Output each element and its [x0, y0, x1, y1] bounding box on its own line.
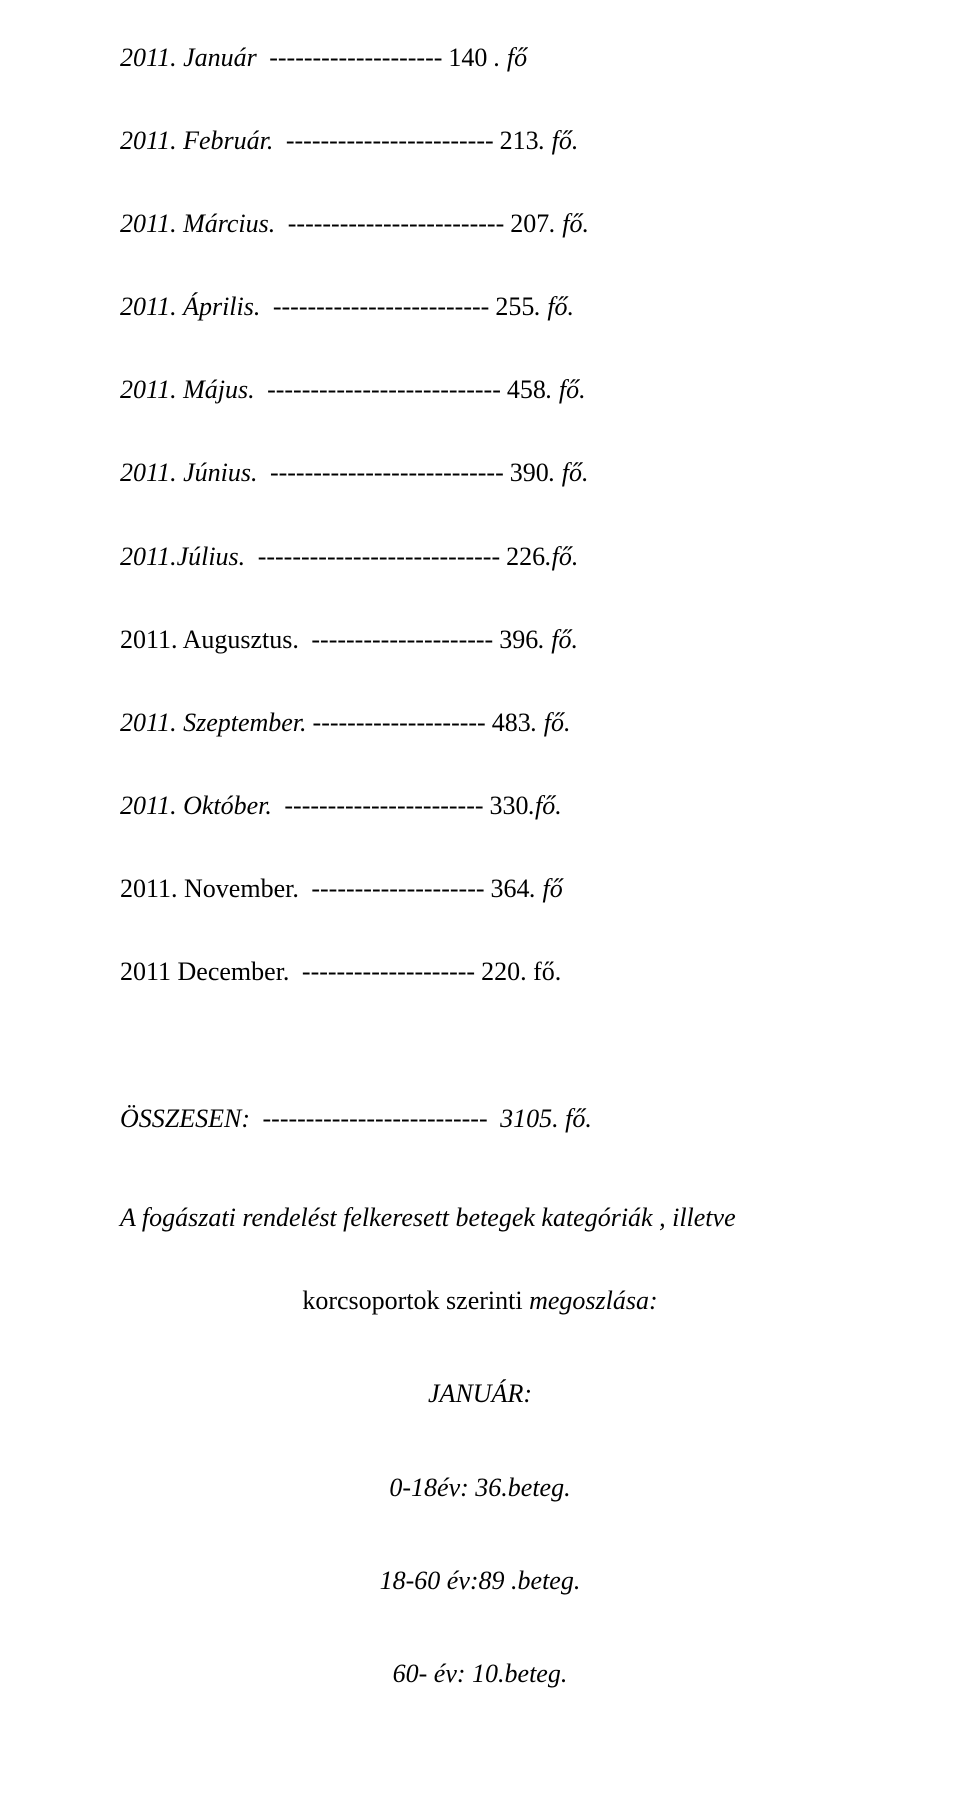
month-suffix: . fő. [539, 126, 579, 155]
dashes: ------------------------- [273, 292, 489, 321]
summary-value: 3105 [500, 1104, 552, 1133]
month-value-wrap: 364. fő [491, 874, 563, 903]
month-value-wrap: 226.fő. [506, 542, 578, 571]
monthly-list: 2011. Január --------------------140 . f… [120, 40, 840, 989]
month-label: 2011. Augusztus. [120, 625, 305, 654]
month-value-wrap: 390. fő. [510, 458, 589, 487]
month-row: 2011. Augusztus. ---------------------39… [120, 622, 840, 657]
month-value-wrap: 458. fő. [507, 375, 586, 404]
month-heading: JANUÁR: [120, 1376, 840, 1411]
month-label: 2011. Május. [120, 375, 261, 404]
summary-dashes: -------------------------- [263, 1104, 488, 1133]
dashes: --------------------------- [270, 458, 504, 487]
month-value: 364 [491, 874, 530, 903]
dashes: -------------------- [302, 957, 475, 986]
month-value: 207 [510, 209, 549, 238]
summary-row: ÖSSZESEN: -------------------------- 310… [120, 1101, 840, 1136]
dashes: -------------------- [313, 708, 486, 737]
month-line: 18-60 év:89 .beteg. [120, 1563, 840, 1598]
month-suffix: . fő [530, 874, 563, 903]
month-value: 140 [448, 43, 487, 72]
summary-suffix: . fő. [552, 1104, 592, 1133]
month-row: 2011. November. --------------------364.… [120, 871, 840, 906]
dashes: -------------------- [311, 874, 484, 903]
month-value: 390 [510, 458, 549, 487]
month-label: 2011. Október. [120, 791, 278, 820]
month-suffix: . fő. [538, 625, 578, 654]
month-label: 2011. Június. [120, 458, 264, 487]
month-suffix: . fő. [549, 458, 589, 487]
month-label: 2011 December. [120, 957, 296, 986]
month-label: 2011. November. [120, 874, 305, 903]
month-row: 2011. Szeptember.--------------------483… [120, 705, 840, 740]
month-line: 60- év: 10.beteg. [120, 1656, 840, 1691]
month-row: 2011. Február. ------------------------2… [120, 123, 840, 158]
month-label: 2011. Szeptember. [120, 708, 307, 737]
month-value: 396 [499, 625, 538, 654]
month-row: 2011.Július. ---------------------------… [120, 539, 840, 574]
paragraph-line-2-prefix: korcsoportok szerinti [302, 1286, 522, 1315]
summary-label: ÖSSZESEN: [120, 1104, 257, 1133]
month-value: 458 [507, 375, 546, 404]
month-suffix: .fő. [545, 542, 578, 571]
month-value: 330 [490, 791, 529, 820]
month-row: 2011 December. --------------------220. … [120, 954, 840, 989]
month-suffix: . fő [487, 43, 527, 72]
month-label: 2011. Január [120, 43, 263, 72]
paragraph: A fogászati rendelést felkeresett betege… [120, 1200, 840, 1318]
month-suffix: . fő. [549, 209, 589, 238]
month-value: 483 [492, 708, 531, 737]
dashes: -------------------- [269, 43, 442, 72]
month-value-wrap: 140 . fő [448, 43, 527, 72]
month-value-wrap: 483. fő. [492, 708, 571, 737]
month-lines: 0-18év: 36.beteg. 18-60 év:89 .beteg. 60- … [120, 1470, 840, 1691]
month-value: 213 [500, 126, 539, 155]
month-value: 220 [481, 957, 520, 986]
month-suffix: . fő. [534, 292, 574, 321]
month-row: 2011. Április. -------------------------… [120, 289, 840, 324]
month-row: 2011. Június. --------------------------… [120, 455, 840, 490]
month-suffix: . fő. [520, 957, 561, 986]
month-line: 0-18év: 36.beteg. [120, 1470, 840, 1505]
month-value-wrap: 255. fő. [495, 292, 574, 321]
month-value: 226 [506, 542, 545, 571]
month-suffix: . fő. [531, 708, 571, 737]
month-value-wrap: 220. fő. [481, 957, 561, 986]
month-label: 2011. Április. [120, 292, 267, 321]
dashes: ----------------------- [284, 791, 483, 820]
month-suffix: . fő. [546, 375, 586, 404]
dashes: ------------------------ [286, 126, 494, 155]
dashes: ------------------------- [288, 209, 504, 238]
month-row: 2011. Március. -------------------------… [120, 206, 840, 241]
month-row: 2011. Május. ---------------------------… [120, 372, 840, 407]
document-page: 2011. Január --------------------140 . f… [0, 0, 960, 1809]
month-label: 2011.Július. [120, 542, 252, 571]
month-suffix: .fő. [529, 791, 562, 820]
paragraph-line-2-suffix: megoszlása: [523, 1286, 658, 1315]
summary-value-wrap: 3105. fő. [500, 1104, 592, 1133]
month-value-wrap: 207. fő. [510, 209, 589, 238]
month-value-wrap: 213. fő. [500, 126, 579, 155]
spacer [120, 1037, 840, 1101]
dashes: ---------------------------- [258, 542, 500, 571]
month-value-wrap: 396. fő. [499, 625, 578, 654]
dashes: --------------------- [311, 625, 493, 654]
paragraph-line-1: A fogászati rendelést felkeresett betege… [120, 1200, 840, 1235]
month-label: 2011. Március. [120, 209, 282, 238]
dashes: --------------------------- [267, 375, 501, 404]
month-label: 2011. Február. [120, 126, 280, 155]
month-block: JANUÁR: 0-18év: 36.beteg. 18-60 év:89 .be… [120, 1376, 840, 1690]
paragraph-line-2: korcsoportok szerinti megoszlása: [120, 1283, 840, 1318]
month-value: 255 [495, 292, 534, 321]
month-row: 2011. Január --------------------140 . f… [120, 40, 840, 75]
month-row: 2011. Október. -----------------------33… [120, 788, 840, 823]
month-value-wrap: 330.fő. [490, 791, 562, 820]
